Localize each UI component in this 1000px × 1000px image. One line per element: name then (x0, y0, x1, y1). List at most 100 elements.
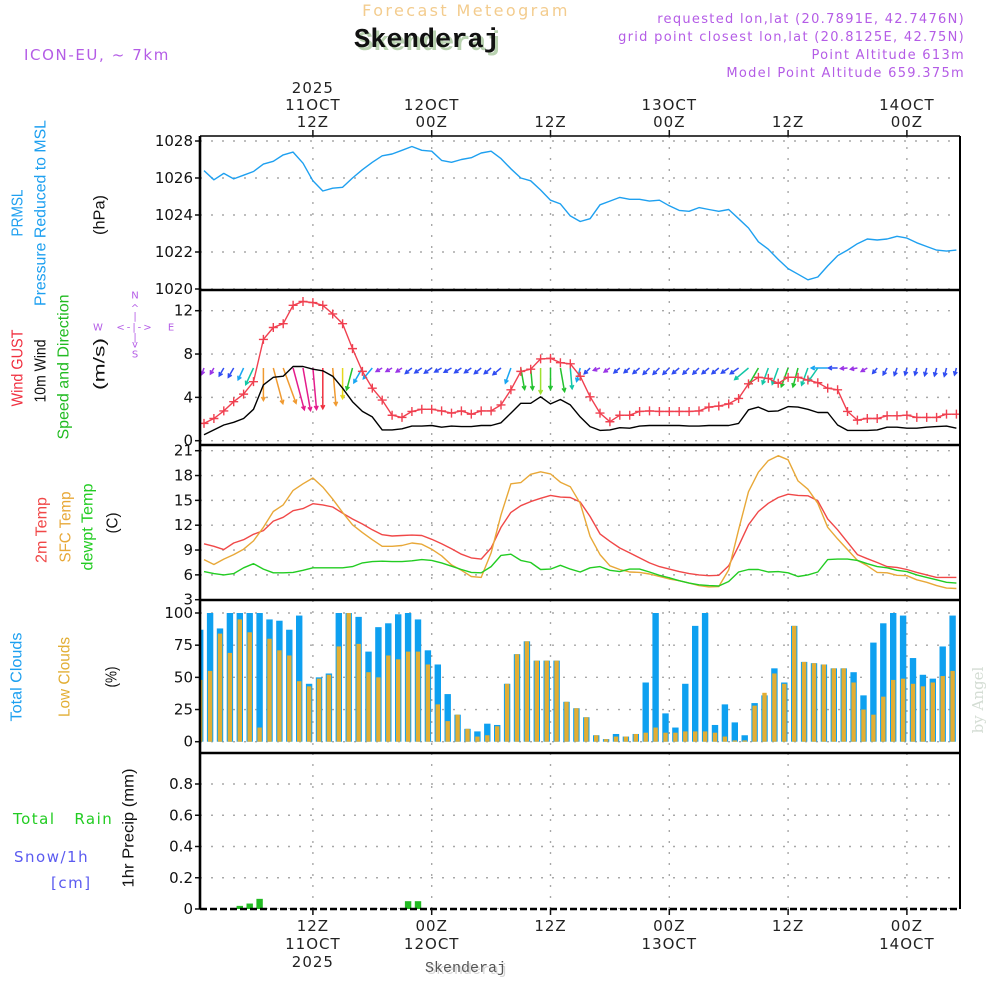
wind-gust-marker (387, 410, 397, 420)
clouds-y-tick-label: 50 (174, 668, 193, 686)
wind-arrow-icon (227, 367, 235, 379)
low-clouds-bar (376, 677, 381, 742)
low-clouds-bar (633, 733, 638, 742)
wind-gust-marker (328, 309, 338, 319)
low-clouds-bar (544, 660, 549, 742)
wind-arrow-icon (547, 368, 554, 391)
clouds-y-tick-label: 25 (174, 701, 193, 719)
wind-gust-marker (367, 383, 377, 393)
wind-gust-marker (625, 410, 635, 420)
wind-arrow-icon (932, 367, 938, 378)
total-clouds-bar (741, 735, 748, 742)
low-clouds-bar (653, 727, 658, 742)
top-time-label: 13OCT (642, 96, 698, 114)
total-clouds-bar (434, 664, 441, 742)
wind-gust-marker (882, 411, 892, 421)
location-title: Skenderaj (354, 26, 500, 56)
low-clouds-bar (643, 732, 648, 742)
wind-gust-marker (654, 406, 664, 416)
low-clouds-bar (217, 633, 223, 742)
wind-arrow-icon (922, 367, 928, 378)
temp-y-tick-label: 18 (174, 467, 193, 485)
total-rain-bar (236, 905, 243, 909)
low-clouds-bar (485, 735, 490, 742)
temp-dewpt-label: dewpt Temp (80, 483, 97, 570)
low-clouds-bar (366, 672, 371, 742)
low-clouds-bar (227, 652, 233, 742)
wind-gust-marker (793, 372, 803, 382)
low-clouds-bar (663, 732, 668, 742)
wind-arrow-icon (394, 367, 403, 373)
wind-arrow-icon (591, 366, 601, 372)
total-clouds-bar (642, 682, 649, 742)
low-clouds-bar (554, 660, 559, 742)
wind-arrow-icon (483, 367, 492, 375)
low-clouds-bar (396, 659, 401, 742)
temp-y-tick-label: 3 (183, 591, 193, 609)
wind-y-tick-label: 12 (174, 302, 193, 320)
low-clouds-bar (930, 682, 935, 742)
temp-y-tick-label: 6 (183, 566, 193, 584)
wind-gust-marker (605, 417, 615, 427)
clouds-y-tick-label: 0 (183, 733, 193, 751)
wind-arrow-icon (942, 367, 948, 378)
total-clouds-label: Total Clouds (9, 633, 26, 722)
low-clouds-bar (574, 708, 579, 742)
wind-arrow-icon (612, 367, 621, 374)
wind-arrow-icon (433, 367, 442, 373)
total-clouds-bar (870, 642, 877, 742)
low-clouds-bar (594, 735, 599, 742)
wind-gust-marker (219, 406, 229, 416)
wind-gust-marker (704, 402, 714, 412)
low-clouds-bar (831, 668, 836, 742)
total-clouds-bar (721, 704, 729, 742)
wind-gust-marker (437, 406, 447, 416)
low-clouds-bar (326, 674, 332, 742)
low-clouds-bar (920, 686, 926, 742)
watermark: by Angel (969, 666, 987, 733)
low-clouds-bar (940, 676, 945, 742)
total-clouds-bar (296, 615, 303, 742)
total-clouds-bar (890, 613, 897, 742)
low-clouds-bar (742, 740, 747, 742)
wind-gust-marker (803, 375, 813, 385)
wind-gust-marker (902, 410, 912, 420)
wind-gust-marker (852, 415, 862, 425)
low-clouds-bar (207, 670, 213, 742)
wind-gust-marker (288, 300, 298, 310)
wind-gust-marker (268, 322, 278, 332)
wind-gust-marker (575, 371, 585, 381)
low-clouds-bar (772, 673, 777, 742)
wind-gust-marker (447, 408, 456, 418)
bottom-time-label: 12Z (297, 917, 329, 935)
wind-gust-marker (377, 395, 387, 405)
wind-arrow-icon (538, 368, 544, 396)
clouds-y-tick-label: 100 (164, 604, 193, 622)
total-clouds-bar (444, 694, 451, 742)
bottom-time-label: 11OCT (285, 935, 341, 953)
compass-north: N (131, 291, 138, 302)
wind-gust-marker (763, 373, 773, 383)
wind-arrow-icon (320, 368, 326, 411)
precip-y-tick-label: 0 (183, 900, 193, 918)
low-clouds-bar (693, 731, 698, 742)
wind-arrow-icon (602, 367, 611, 373)
low-clouds-bar (811, 663, 817, 742)
pressure-panel (200, 136, 960, 290)
wind-gust-marker (734, 393, 744, 403)
low-clouds-bar (871, 714, 876, 742)
low-clouds-bar (465, 728, 470, 742)
compass-down-arrow-icon: v (132, 340, 138, 351)
total-clouds-bar (731, 722, 738, 742)
total-rain-bar (246, 903, 253, 909)
low-clouds-bar (475, 736, 480, 742)
temp-dewpt-line (203, 553, 957, 587)
low-clouds-bar (524, 641, 530, 742)
wind-arrow-icon (559, 367, 567, 394)
wind-y-tick-label: 4 (183, 388, 193, 406)
wind-arrow-icon (892, 367, 898, 377)
bottom-time-label: 12Z (772, 917, 804, 935)
low-clouds-bar (534, 660, 539, 742)
bottom-time-label: 00Z (416, 917, 448, 935)
wind-desc-label: Speed and Direction (56, 295, 73, 440)
